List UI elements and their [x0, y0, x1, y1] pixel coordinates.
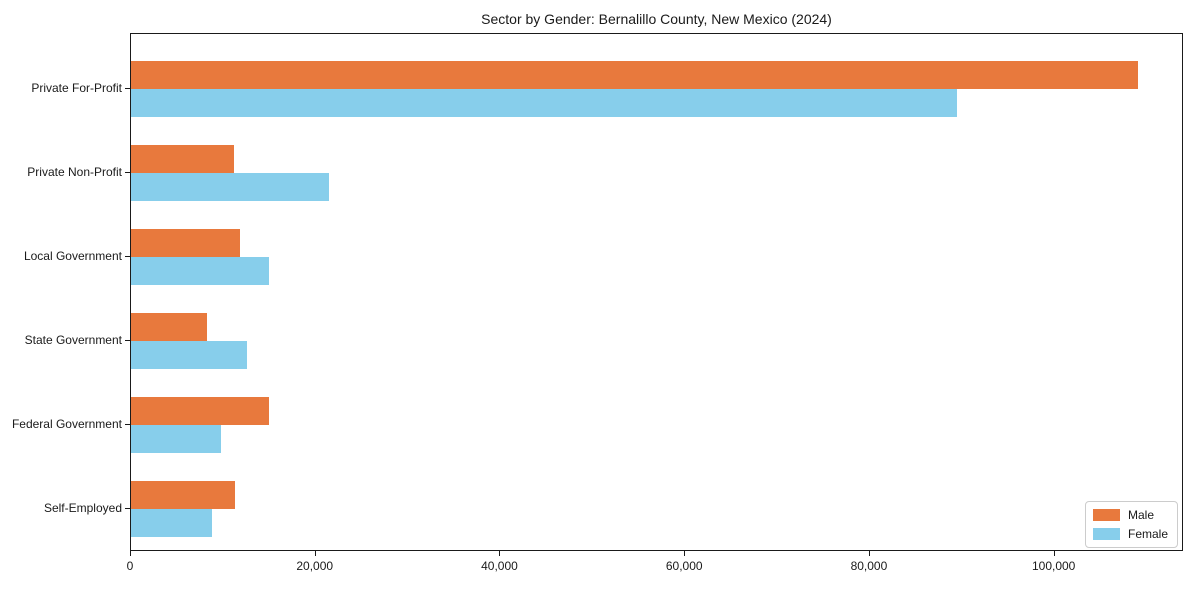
y-axis-label: Local Government — [23, 249, 122, 263]
x-tick-label: 20,000 — [296, 559, 334, 573]
bar-female-5 — [131, 509, 213, 537]
x-tick-label: 60,000 — [665, 559, 703, 573]
y-axis-label: Private For-Profit — [31, 81, 122, 95]
bar-female-0 — [131, 89, 957, 117]
x-tick-label: 0 — [126, 559, 134, 573]
x-tick-mark — [314, 551, 316, 556]
y-axis-label: Private Non-Profit — [27, 165, 122, 179]
x-tick-mark — [684, 551, 686, 556]
bar-male-3 — [131, 313, 207, 341]
bar-female-3 — [131, 341, 248, 369]
x-tick-label: 40,000 — [481, 559, 518, 573]
y-tick-mark — [125, 508, 130, 509]
bar-male-0 — [131, 61, 1138, 89]
bar-male-5 — [131, 481, 236, 509]
x-tick-label: 80,000 — [850, 559, 888, 573]
legend-entry-male: Male — [1092, 508, 1168, 522]
y-tick-mark — [125, 340, 130, 341]
chart-title: Sector by Gender: Bernalillo County, New… — [481, 11, 832, 27]
y-tick-mark — [125, 172, 130, 173]
y-tick-mark — [125, 256, 130, 257]
y-axis-label: State Government — [24, 333, 122, 347]
y-tick-mark — [125, 88, 130, 89]
bar-female-1 — [131, 173, 329, 201]
legend-swatch-male — [1092, 509, 1120, 521]
bar-female-4 — [131, 425, 221, 453]
bar-female-2 — [131, 257, 269, 285]
y-axis-label: Federal Government — [11, 417, 122, 431]
x-tick-mark — [1053, 551, 1055, 556]
bar-male-2 — [131, 229, 240, 257]
bar-male-1 — [131, 145, 234, 173]
legend: Male Female — [1084, 501, 1178, 548]
x-tick-mark — [130, 551, 131, 556]
x-tick-mark — [868, 551, 870, 556]
legend-entry-female: Female — [1092, 527, 1168, 541]
legend-label: Female — [1127, 527, 1168, 541]
legend-swatch-female — [1092, 528, 1120, 540]
x-tick-label: 100,000 — [1031, 559, 1076, 573]
x-tick-mark — [499, 551, 501, 556]
y-axis-label: Self-Employed — [43, 501, 122, 515]
plot-area: Male Female — [130, 33, 1183, 551]
bar-male-4 — [131, 397, 269, 425]
legend-label: Male — [1127, 508, 1154, 522]
y-tick-mark — [125, 424, 130, 425]
